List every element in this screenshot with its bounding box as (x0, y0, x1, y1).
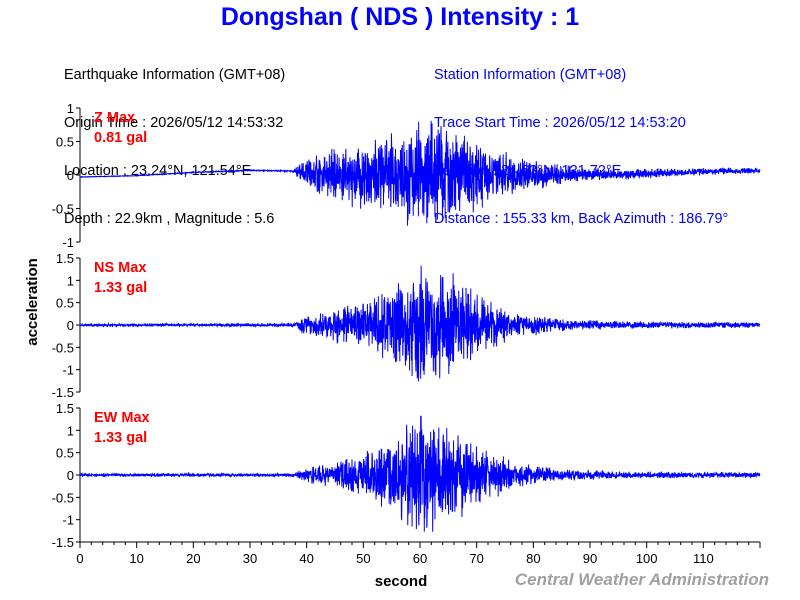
panel-max-value: 1.33 gal (94, 430, 147, 446)
earthquake-info: Earthquake Information (GMT+08) Origin T… (64, 35, 285, 243)
x-tick-label: 40 (299, 551, 313, 566)
panel-max-value: 0.81 gal (94, 130, 147, 146)
x-tick-label: 90 (583, 551, 597, 566)
x-tick-label: 30 (243, 551, 257, 566)
y-tick-label: 0.5 (56, 446, 74, 461)
y-tick-label: -0.5 (52, 490, 74, 505)
y-tick-label: -1.5 (52, 385, 74, 400)
y-tick-label: 0.5 (56, 135, 74, 150)
origin-time: Origin Time : 2026/05/12 14:53:32 (64, 115, 284, 131)
y-tick-label: -0.5 (52, 340, 74, 355)
x-tick-label: 110 (693, 551, 714, 566)
y-tick-label: -1 (62, 513, 74, 528)
x-tick-label: 80 (526, 551, 540, 566)
x-tick-label: 60 (413, 551, 427, 566)
panel-ns: 1.5 1 0.5 0 -0.5 -1 -1.5 NS Max 1.33 gal (52, 251, 761, 400)
y-tick-label: -1 (62, 363, 74, 378)
x-tick-label: 100 (636, 551, 658, 566)
x-tick-label: 0 (76, 551, 83, 566)
y-tick-label: 1 (67, 423, 74, 438)
station-info-heading: Station Information (GMT+08) (434, 67, 627, 83)
panel-z: 1 0.5 0 -0.5 -1 Z Max 0.81 gal (52, 101, 761, 250)
trace-start-time: Trace Start Time : 2026/05/12 14:53:20 (434, 115, 686, 131)
y-tick-label: 0.5 (56, 296, 74, 311)
waveform-ew (79, 415, 761, 532)
agency-credit: Central Weather Administration (514, 570, 769, 589)
y-tick-label: 0 (67, 468, 74, 483)
y-axis-label: acceleration (24, 258, 41, 346)
waveform-ns (79, 265, 761, 382)
depth-magnitude: Depth : 22.9km , Magnitude : 5.6 (64, 211, 275, 227)
x-tick-label: 20 (186, 551, 200, 566)
panel-max-label: Z Max (94, 110, 135, 126)
y-tick-label: 1.5 (56, 401, 74, 416)
y-tick-label: 0 (67, 168, 74, 183)
y-tick-label: 1 (67, 273, 74, 288)
panel-ew: 1.5 1 0.5 0 -0.5 -1 -1.5 EW Max 1.33 gal (52, 401, 761, 550)
x-axis: 0 10 20 30 40 50 60 70 80 90 100 110 (76, 541, 761, 566)
panel-max-value: 1.33 gal (94, 280, 147, 296)
y-tick-label: -1 (62, 235, 74, 250)
waveform-z (79, 120, 761, 226)
y-tick-label: 0 (67, 318, 74, 333)
y-tick-label: -1.5 (52, 535, 74, 550)
panel-max-label: NS Max (94, 260, 146, 276)
distance-azimuth: Distance : 155.33 km, Back Azimuth : 186… (434, 211, 729, 227)
x-tick-label: 50 (356, 551, 370, 566)
y-tick-label: 1.5 (56, 251, 74, 266)
y-tick-label: 1 (67, 101, 74, 116)
x-axis-label: second (375, 573, 428, 590)
x-tick-label: 70 (469, 551, 483, 566)
panel-max-label: EW Max (94, 410, 150, 426)
earthquake-info-heading: Earthquake Information (GMT+08) (64, 67, 286, 83)
y-tick-label: -0.5 (52, 202, 74, 217)
x-tick-label: 10 (129, 551, 143, 566)
panels-group: 1 0.5 0 -0.5 -1 Z Max 0.81 gal 1.5 1 0.5 0 -0.5 -1 -1… (52, 101, 761, 550)
page-title: Dongshan ( NDS ) Intensity : 1 (220, 3, 580, 31)
